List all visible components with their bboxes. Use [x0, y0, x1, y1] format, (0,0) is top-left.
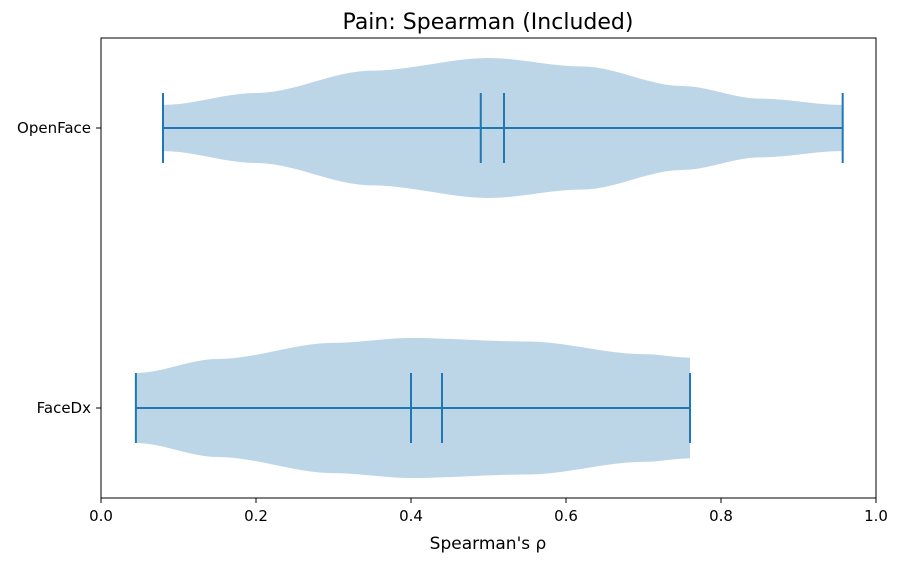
plot-frame [100, 37, 877, 499]
violin-bodies [135, 58, 843, 478]
x-axis-label: Spearman's ρ [430, 534, 547, 554]
y-category-label: OpenFace [17, 119, 91, 137]
x-axis-ticks: 0.0 0.2 0.4 0.6 0.8 1.0 [89, 498, 888, 525]
x-tick-label: 0.8 [709, 507, 733, 525]
x-tick-label: 0.6 [554, 507, 578, 525]
x-tick-label: 0.0 [89, 507, 113, 525]
x-tick-label: 1.0 [864, 507, 888, 525]
y-category-label: FaceDx [37, 399, 91, 417]
violin-stat-lines [134, 93, 844, 443]
chart-title: Pain: Spearman (Included) [343, 10, 634, 35]
y-axis-ticks: OpenFace FaceDx [17, 119, 101, 417]
x-tick-label: 0.2 [244, 507, 268, 525]
x-tick-label: 0.4 [399, 507, 423, 525]
